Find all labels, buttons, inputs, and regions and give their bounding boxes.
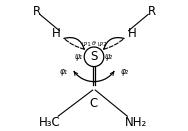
Text: C: C	[90, 97, 98, 110]
Text: φ₁: φ₁	[59, 67, 67, 76]
Text: LP1: LP1	[81, 42, 91, 47]
Text: NH₂: NH₂	[125, 116, 147, 129]
Text: R: R	[147, 5, 155, 18]
Text: S: S	[90, 50, 98, 63]
FancyArrowPatch shape	[64, 38, 84, 49]
Text: H: H	[52, 27, 61, 40]
Text: H₃C: H₃C	[39, 116, 61, 129]
Text: R: R	[33, 5, 41, 18]
FancyArrowPatch shape	[104, 38, 124, 49]
Text: φ₂: φ₂	[121, 67, 129, 76]
FancyArrowPatch shape	[64, 39, 84, 49]
Text: ψ₁: ψ₁	[75, 52, 83, 61]
Text: θ: θ	[92, 41, 96, 46]
FancyArrowPatch shape	[104, 39, 124, 49]
Text: ψ₂: ψ₂	[105, 52, 113, 61]
Text: H: H	[127, 27, 136, 40]
Text: LP2: LP2	[97, 42, 107, 47]
